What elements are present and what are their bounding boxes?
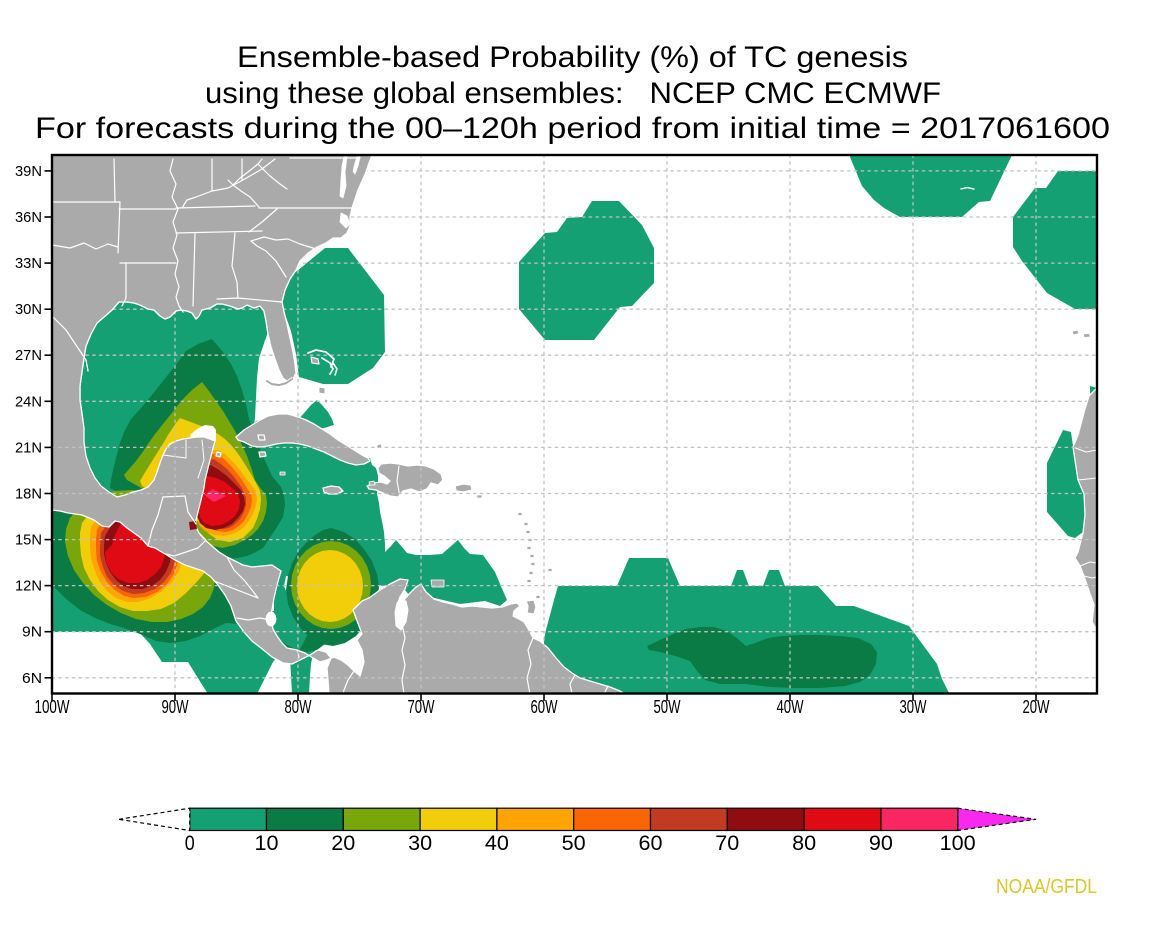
- svg-text:30: 30: [408, 832, 432, 855]
- svg-text:For forecasts during the 00–12: For forecasts during the 00–120h period …: [35, 112, 1110, 145]
- svg-text:30N: 30N: [15, 301, 42, 318]
- svg-text:36N: 36N: [15, 209, 42, 226]
- svg-text:20W: 20W: [1023, 697, 1050, 717]
- svg-text:40W: 40W: [777, 697, 804, 717]
- svg-text:80W: 80W: [285, 697, 312, 717]
- svg-text:30W: 30W: [900, 697, 927, 717]
- svg-text:90W: 90W: [162, 697, 189, 717]
- svg-text:21N: 21N: [15, 439, 42, 456]
- svg-text:10: 10: [255, 832, 279, 855]
- svg-text:90: 90: [869, 832, 893, 855]
- svg-text:Ensemble-based Probability (%): Ensemble-based Probability (%) of TC gen…: [237, 41, 908, 74]
- svg-text:40: 40: [485, 832, 509, 855]
- svg-text:33N: 33N: [15, 255, 42, 272]
- svg-text:50: 50: [562, 832, 586, 855]
- svg-text:NOAA/GFDL: NOAA/GFDL: [996, 876, 1097, 898]
- svg-text:80: 80: [792, 832, 816, 855]
- svg-text:20: 20: [331, 832, 355, 855]
- svg-text:6N: 6N: [22, 670, 42, 687]
- svg-text:24N: 24N: [15, 393, 42, 410]
- svg-text:using these global ensembles:: using these global ensembles: NCEP CMC E…: [205, 77, 941, 110]
- svg-text:70: 70: [715, 832, 739, 855]
- svg-text:100W: 100W: [35, 697, 70, 717]
- svg-text:27N: 27N: [15, 347, 42, 364]
- svg-text:0: 0: [185, 832, 195, 855]
- svg-text:70W: 70W: [408, 697, 435, 717]
- svg-text:12N: 12N: [15, 578, 42, 595]
- svg-text:18N: 18N: [15, 486, 42, 503]
- svg-text:39N: 39N: [15, 163, 42, 180]
- svg-text:50W: 50W: [654, 697, 681, 717]
- svg-text:100: 100: [940, 832, 976, 855]
- svg-text:60: 60: [639, 832, 663, 855]
- svg-text:9N: 9N: [22, 624, 42, 641]
- svg-text:60W: 60W: [531, 697, 558, 717]
- svg-text:15N: 15N: [15, 532, 42, 549]
